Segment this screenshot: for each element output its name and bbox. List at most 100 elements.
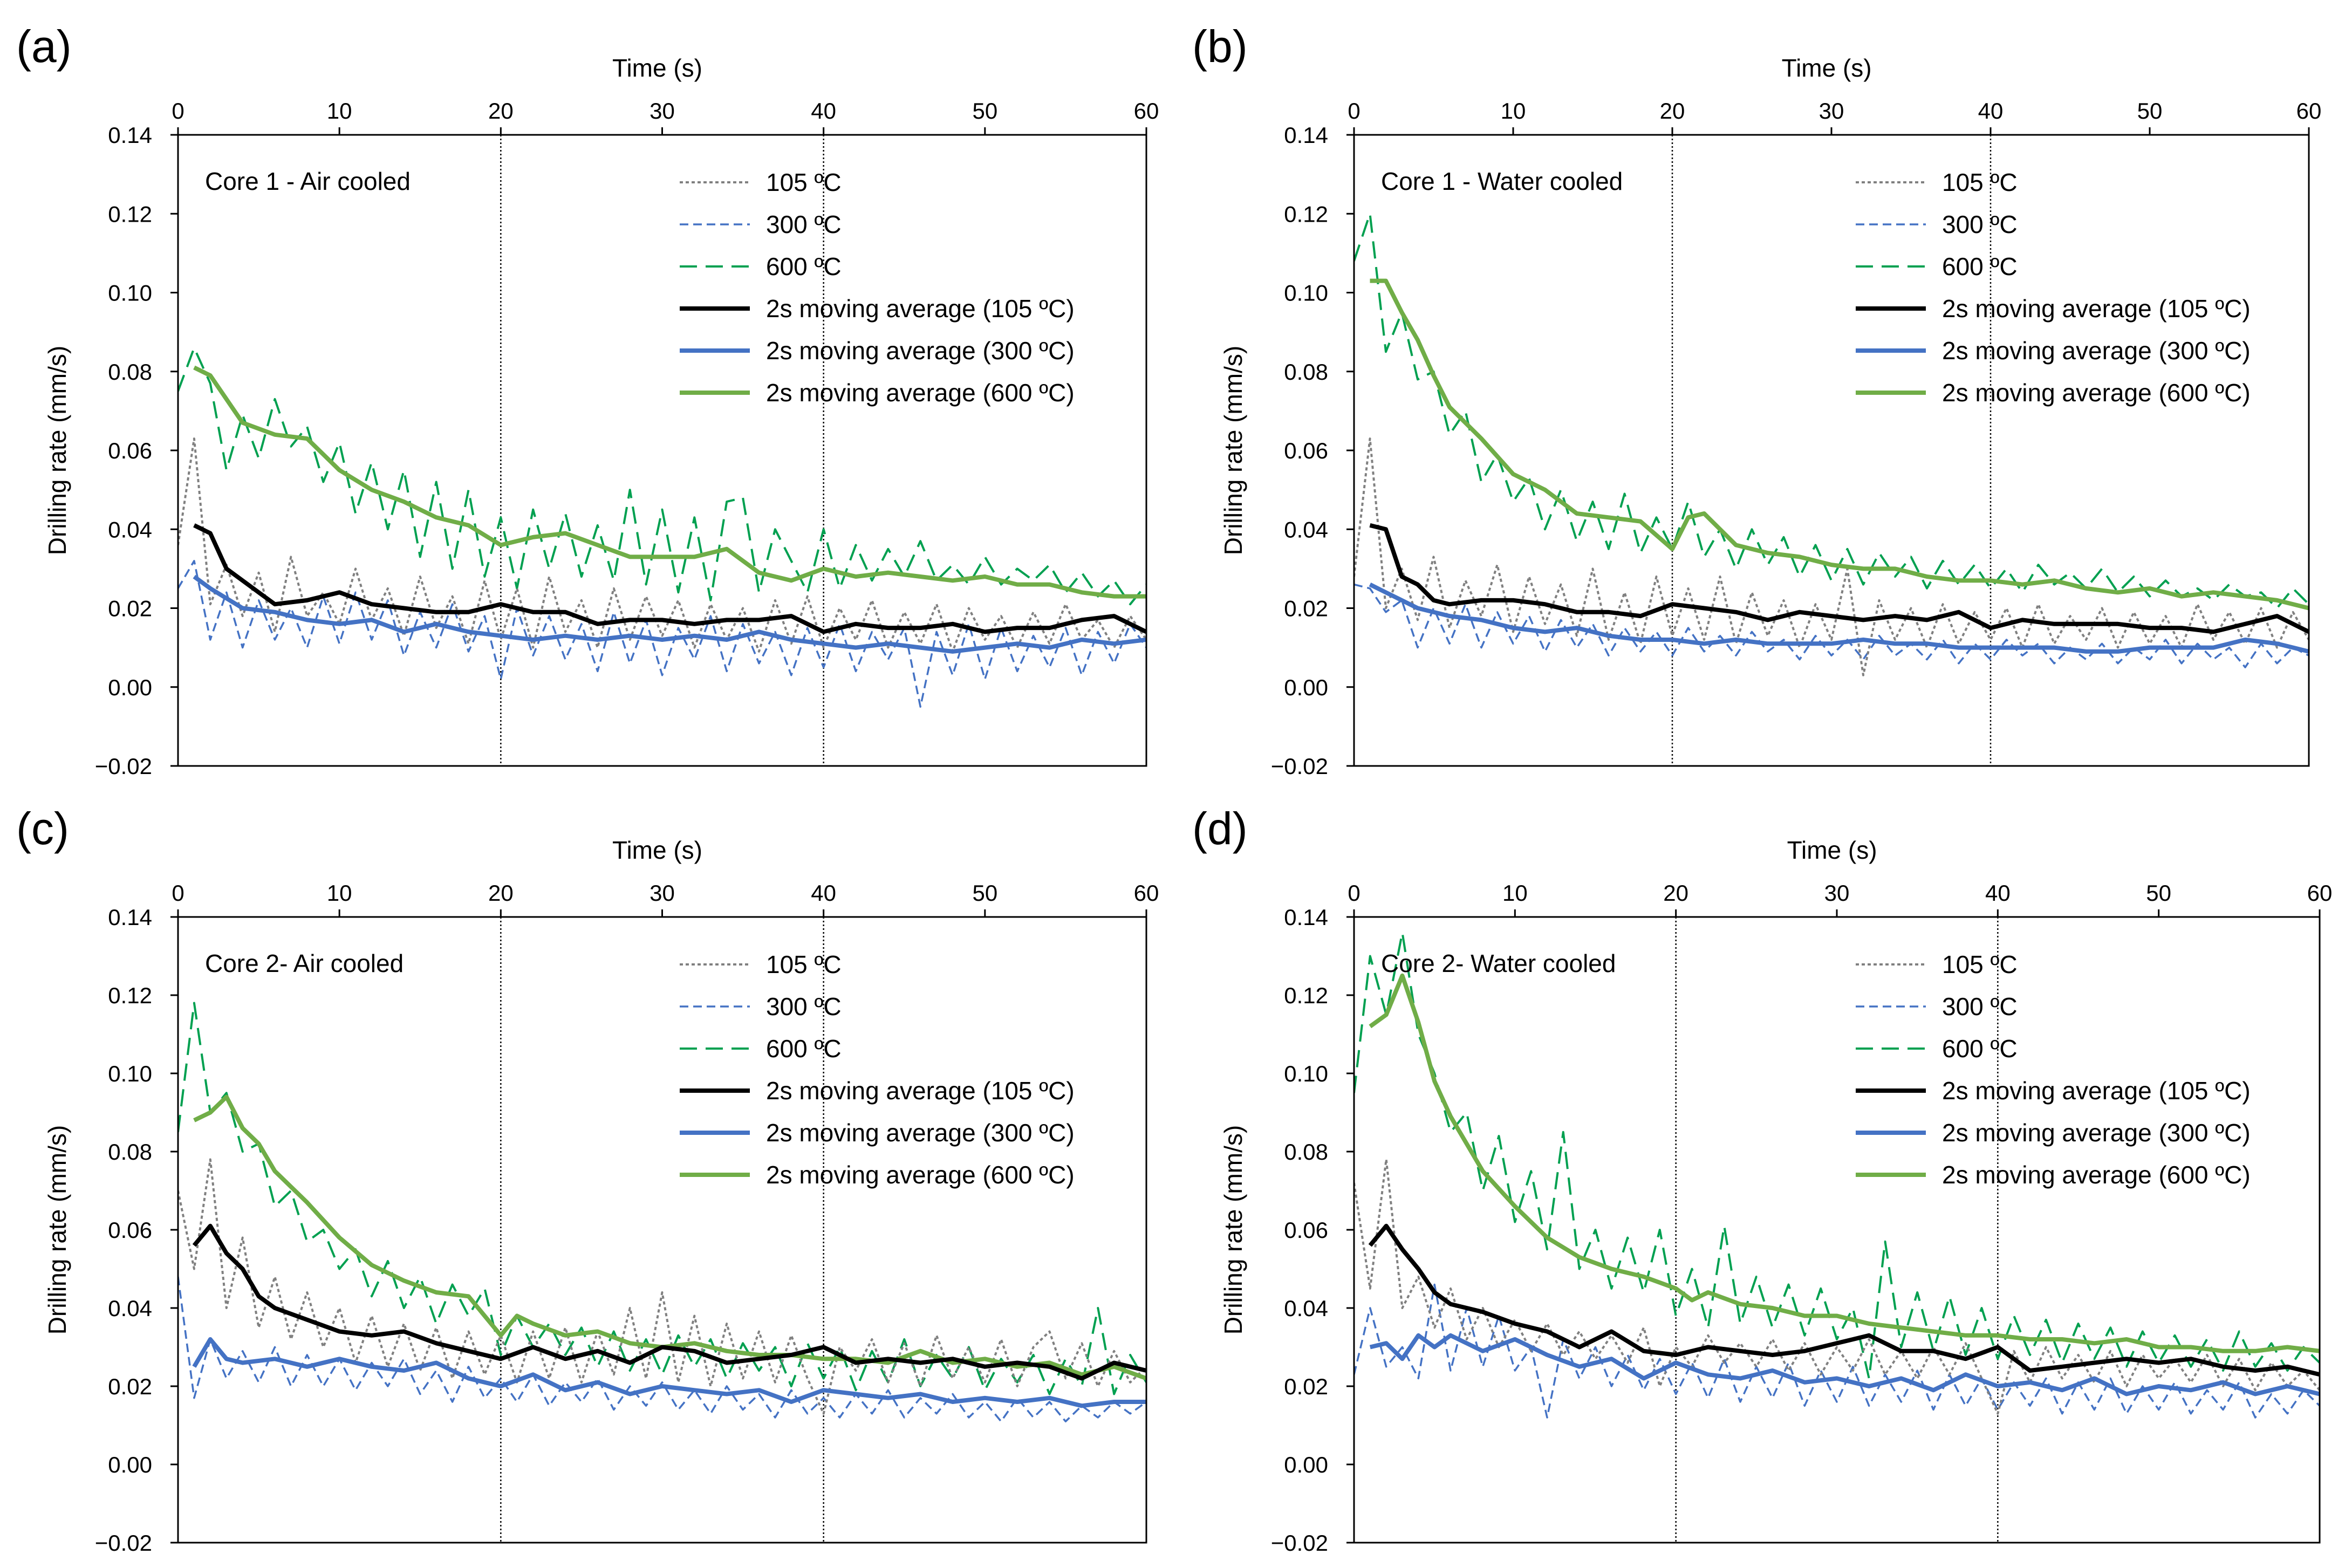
plot-frame <box>177 134 1147 767</box>
panel-label: (d) <box>1192 803 1248 854</box>
x-tick-label: 20 <box>488 880 514 906</box>
y-tick-label: 0.14 <box>108 122 152 148</box>
series-group <box>178 1002 1146 1423</box>
x-tick-label: 10 <box>1501 98 1526 124</box>
x-tick-label: 40 <box>1985 880 2011 906</box>
legend: 105 ºC 300 ºC 600 ºC 2s moving average (105… <box>1856 950 2251 1189</box>
x-tick-label: 60 <box>1134 98 1159 124</box>
y-tick-label: −0.02 <box>95 754 152 779</box>
legend-label: 2s moving average (105 ºC) <box>766 295 1075 323</box>
series-line-raw-105 <box>1354 437 2309 676</box>
series-line-raw-300 <box>178 560 1146 708</box>
y-tick-label: 0.00 <box>108 675 152 700</box>
series-line-avg-300 <box>1369 1333 2320 1396</box>
series-line-raw-600 <box>1354 932 2320 1380</box>
y-tick-label: 0.00 <box>1284 675 1328 700</box>
series-group <box>178 346 1146 708</box>
series-line-avg-300 <box>193 574 1146 654</box>
x-tick-label: 30 <box>650 880 675 906</box>
panel-label: (c) <box>16 803 69 854</box>
series-line-avg-105 <box>192 1223 1146 1381</box>
x-tick-label: 60 <box>1134 880 1159 906</box>
x-tick-label: 30 <box>1819 98 1844 124</box>
series-line-raw-600 <box>178 346 1146 606</box>
series-line-raw-300 <box>1354 583 2309 668</box>
x-tick-label: 50 <box>2137 98 2163 124</box>
legend: 105 ºC 300 ºC 600 ºC 2s moving average (105… <box>1856 168 2251 407</box>
legend: 105 ºC 300 ºC 600 ºC 2s moving average (105… <box>680 950 1075 1189</box>
y-tick-label: 0.10 <box>1284 280 1328 306</box>
x-axis-title: Time (s) <box>612 836 702 864</box>
x-tick-label: 40 <box>1978 98 2004 124</box>
legend-label: 300 ºC <box>1942 992 2018 1021</box>
plot-frame <box>1353 134 2310 767</box>
y-tick-label: 0.10 <box>1284 1061 1328 1086</box>
y-axis-title: Drilling rate (mm/s) <box>43 1125 71 1334</box>
legend-label: 105 ºC <box>766 168 842 196</box>
x-axis-title: Time (s) <box>1782 54 1872 82</box>
y-tick-label: 0.04 <box>1284 517 1328 542</box>
x-tick-label: 10 <box>327 98 352 124</box>
y-tick-label: 0.02 <box>1284 1374 1328 1399</box>
legend-label: 600 ºC <box>766 252 842 280</box>
legend-label: 300 ºC <box>766 992 842 1021</box>
legend-label: 600 ºC <box>1942 252 2018 280</box>
legend-label: 105 ºC <box>1942 950 2018 978</box>
series-line-raw-105 <box>178 437 1146 653</box>
x-tick-label: 30 <box>650 98 675 124</box>
x-tick-label: 10 <box>327 880 352 906</box>
series-group <box>1354 932 2320 1419</box>
x-tick-label: 50 <box>972 880 997 906</box>
legend-label: 2s moving average (300 ºC) <box>766 1119 1075 1147</box>
series-line-avg-600 <box>1369 973 2320 1353</box>
x-tick-label: 0 <box>1348 880 1360 906</box>
legend-label: 2s moving average (600 ºC) <box>1942 379 2251 407</box>
x-tick-label: 20 <box>1660 98 1685 124</box>
x-tick-label: 40 <box>811 880 836 906</box>
y-tick-label: 0.08 <box>1284 359 1328 385</box>
y-tick-label: 0.06 <box>1284 438 1328 463</box>
x-tick-label: 10 <box>1502 880 1528 906</box>
legend-label: 300 ºC <box>1942 210 2018 238</box>
y-axis-title: Drilling rate (mm/s) <box>43 346 71 555</box>
series-group <box>1354 213 2309 676</box>
y-tick-label: 0.10 <box>108 1061 152 1086</box>
legend-label: 105 ºC <box>1942 168 2018 196</box>
x-tick-label: 0 <box>172 880 184 906</box>
x-tick-label: 0 <box>172 98 184 124</box>
x-tick-label: 0 <box>1348 98 1360 124</box>
y-tick-label: 0.12 <box>1284 201 1328 227</box>
x-tick-label: 20 <box>488 98 514 124</box>
series-line-avg-105 <box>1369 523 2309 634</box>
y-tick-label: 0.04 <box>1284 1296 1328 1321</box>
y-tick-label: 0.08 <box>108 359 152 385</box>
x-tick-label: 60 <box>2307 880 2333 906</box>
series-line-avg-600 <box>193 365 1146 599</box>
y-axis-title: Drilling rate (mm/s) <box>1219 1125 1247 1334</box>
series-line-raw-105 <box>1354 1158 2320 1415</box>
panel-label: (b) <box>1192 21 1248 72</box>
y-tick-label: 0.06 <box>108 1217 152 1243</box>
panel-annotation: Core 1 - Water cooled <box>1381 167 1623 195</box>
y-tick-label: 0.00 <box>108 1452 152 1477</box>
y-tick-label: 0.04 <box>108 1296 152 1321</box>
legend-label: 2s moving average (600 ºC) <box>1942 1161 2251 1189</box>
y-tick-label: 0.14 <box>108 905 152 930</box>
x-tick-label: 20 <box>1663 880 1688 906</box>
chart-panel-b: (b) 0 10 20 30 40 50 60 Time (s) 0.14 0.12 0.10 0.08… <box>1192 21 2321 779</box>
x-tick-label: 40 <box>811 98 836 124</box>
series-line-avg-105 <box>193 523 1146 634</box>
panel-annotation: Core 2- Air cooled <box>205 949 404 977</box>
y-tick-label: 0.12 <box>108 983 152 1008</box>
panel-annotation: Core 2- Water cooled <box>1381 949 1616 977</box>
legend-label: 2s moving average (105 ºC) <box>1942 295 2251 323</box>
x-axis-title: Time (s) <box>612 54 702 82</box>
y-tick-label: 0.14 <box>1284 122 1328 148</box>
panel-label: (a) <box>16 21 72 72</box>
y-tick-label: 0.00 <box>1284 1452 1328 1477</box>
legend-label: 2s moving average (300 ºC) <box>766 337 1075 365</box>
x-tick-label: 50 <box>972 98 997 124</box>
series-line-avg-600 <box>1370 278 2309 611</box>
y-tick-label: 0.12 <box>108 201 152 227</box>
y-tick-label: 0.04 <box>108 517 152 542</box>
